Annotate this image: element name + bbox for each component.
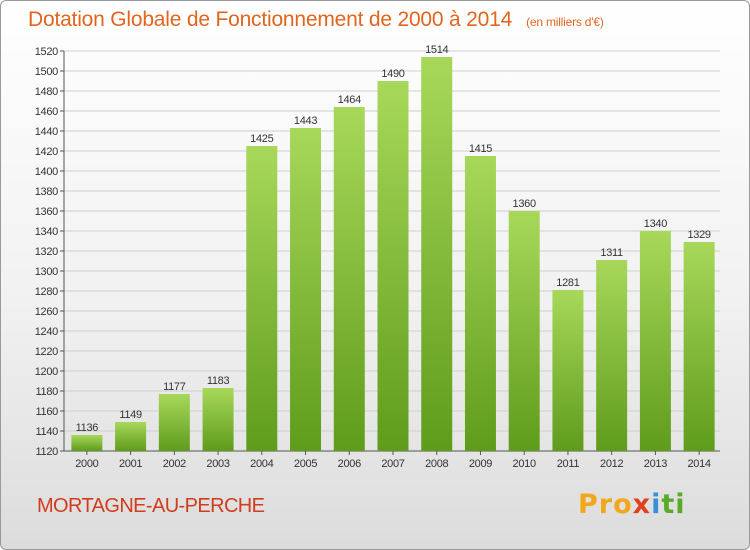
y-tick-label: 1320 <box>35 246 58 258</box>
x-tick-label: 2007 <box>381 458 404 470</box>
x-tick-label: 2006 <box>338 458 361 470</box>
x-tick-label: 2003 <box>206 458 229 470</box>
bar <box>421 57 453 451</box>
data-label: 1177 <box>163 381 186 393</box>
data-label: 1340 <box>644 218 667 230</box>
x-tick-label: 2010 <box>513 458 536 470</box>
data-label: 1183 <box>207 375 230 387</box>
y-tick-label: 1260 <box>35 306 58 318</box>
x-tick-label: 2014 <box>687 458 710 470</box>
data-label: 1149 <box>119 409 142 421</box>
y-tick-label: 1500 <box>35 66 58 78</box>
data-label: 1443 <box>294 115 317 127</box>
bar <box>683 242 715 451</box>
data-label: 1415 <box>469 143 492 155</box>
x-tick-label: 2013 <box>644 458 667 470</box>
data-label: 1329 <box>687 229 710 241</box>
logo-part-1: Pro <box>578 489 633 520</box>
proxiti-logo: Proxiti <box>578 489 686 520</box>
x-tick-label: 2002 <box>163 458 186 470</box>
bar <box>377 81 409 451</box>
commune-name: MORTAGNE-AU-PERCHE <box>37 495 265 517</box>
y-tick-label: 1460 <box>35 106 58 118</box>
y-tick-label: 1120 <box>36 446 59 458</box>
x-tick-label: 2004 <box>250 458 273 470</box>
data-label: 1281 <box>556 277 579 289</box>
bar <box>202 388 234 451</box>
data-label: 1311 <box>600 247 623 259</box>
x-tick-label: 2008 <box>425 458 448 470</box>
logo-part-4: ti <box>661 489 686 520</box>
bar <box>596 260 628 451</box>
x-tick-label: 2011 <box>557 458 580 470</box>
chart-title: Dotation Globale de Fonctionnement de 20… <box>28 8 604 32</box>
y-tick-label: 1340 <box>35 226 58 238</box>
chart-subtitle: (en milliers d'€) <box>526 15 604 29</box>
y-tick-label: 1280 <box>35 286 58 298</box>
y-tick-label: 1440 <box>35 126 58 138</box>
bar <box>552 290 584 451</box>
bar <box>246 146 278 451</box>
logo-part-2: x <box>632 489 652 520</box>
data-label: 1464 <box>338 94 361 106</box>
bar <box>333 107 365 451</box>
y-tick-label: 1380 <box>35 186 58 198</box>
x-tick-label: 2005 <box>294 458 317 470</box>
bar <box>508 211 540 451</box>
y-tick-label: 1180 <box>36 386 59 398</box>
y-tick-label: 1420 <box>35 146 58 158</box>
y-tick-label: 1480 <box>35 86 58 98</box>
y-tick-label: 1240 <box>35 326 58 338</box>
data-label: 1425 <box>250 133 273 145</box>
y-tick-label: 1160 <box>36 406 59 418</box>
chart-title-text: Dotation Globale de Fonctionnement de 20… <box>28 8 513 31</box>
x-tick-label: 2001 <box>119 458 142 470</box>
data-label: 1490 <box>381 68 404 80</box>
y-tick-label: 1400 <box>35 166 58 178</box>
y-tick-label: 1200 <box>35 366 58 378</box>
x-tick-label: 2009 <box>469 458 492 470</box>
y-tick-label: 1140 <box>36 426 59 438</box>
y-tick-label: 1520 <box>35 46 58 58</box>
bar <box>158 394 190 451</box>
y-tick-label: 1300 <box>35 266 58 278</box>
bar <box>639 231 671 451</box>
x-tick-label: 2012 <box>600 458 623 470</box>
y-tick-label: 1220 <box>35 346 58 358</box>
data-label: 1514 <box>425 44 448 56</box>
bar <box>115 422 147 451</box>
bar <box>71 435 103 451</box>
logo-part-3: i <box>651 489 662 520</box>
bar <box>464 156 496 451</box>
x-tick-label: 2000 <box>75 458 98 470</box>
data-label: 1136 <box>76 422 99 434</box>
y-tick-label: 1360 <box>35 206 58 218</box>
bar <box>290 128 322 451</box>
data-label: 1360 <box>513 198 536 210</box>
